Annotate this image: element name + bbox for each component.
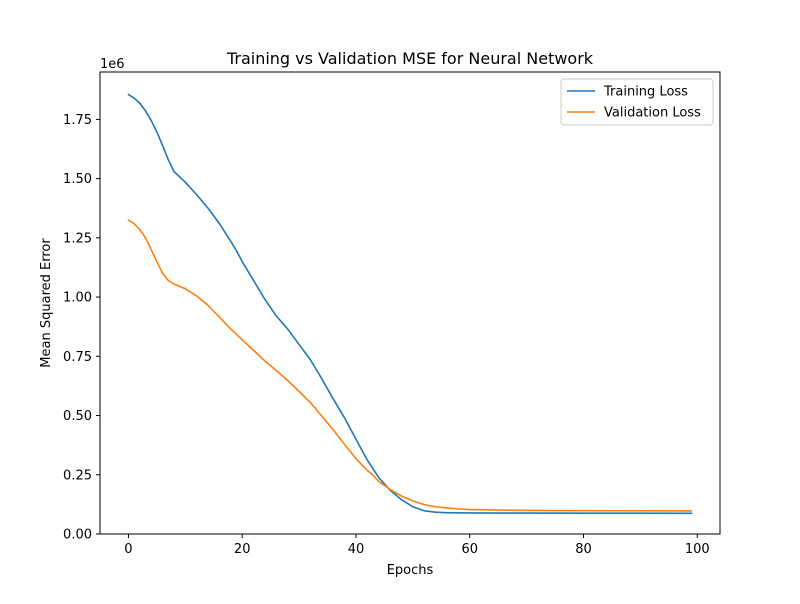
legend-label: Training Loss	[603, 85, 688, 100]
y-tick-label: 1.50	[63, 172, 92, 187]
x-axis-label: Epochs	[387, 563, 434, 578]
chart-title: Training vs Validation MSE for Neural Ne…	[226, 49, 594, 68]
legend-label: Validation Loss	[604, 106, 701, 121]
x-tick-label: 60	[461, 542, 478, 557]
y-tick-label: 1.00	[63, 291, 92, 306]
series-line-training	[127, 93, 693, 515]
x-tick-label: 80	[575, 542, 592, 557]
x-tick-label: 0	[124, 542, 132, 557]
y-offset-label: 1e6	[100, 57, 125, 72]
y-tick-label: 1.75	[63, 113, 92, 128]
x-tick-label: 40	[348, 542, 365, 557]
legend-box	[560, 78, 714, 126]
y-tick-label: 0.00	[63, 528, 92, 543]
y-tick-label: 1.25	[63, 231, 92, 246]
y-axis-label: Mean Squared Error	[39, 238, 54, 368]
series-lines	[127, 93, 693, 515]
axis-ticks: 0 20 40 60 80 100 0.00 0.25 0.50 0.75 1.00 1.25 1.50…	[63, 113, 710, 557]
series-line-validation	[127, 219, 693, 512]
y-tick-label: 0.75	[63, 350, 92, 365]
x-tick-label: 20	[234, 542, 251, 557]
x-tick-label: 100	[685, 542, 710, 557]
y-tick-label: 0.50	[63, 409, 92, 424]
y-tick-label: 0.25	[63, 468, 92, 483]
legend: Training Loss Validation Loss	[560, 78, 714, 126]
plot-frame	[99, 71, 721, 535]
